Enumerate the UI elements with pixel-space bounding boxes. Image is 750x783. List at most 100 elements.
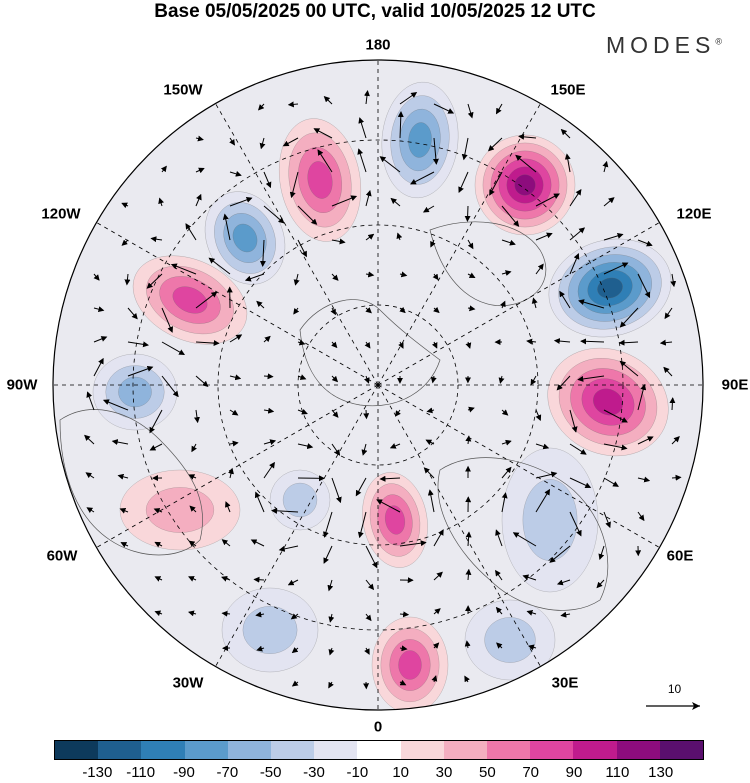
wind-arrow [328, 647, 335, 656]
wind-arrow [278, 545, 299, 552]
wind-arrow [93, 357, 104, 377]
anomaly-region [464, 599, 556, 681]
wind-arrow [522, 574, 537, 581]
wind-arrow [556, 375, 571, 391]
wind-arrow [331, 409, 339, 418]
wind-arrow [263, 373, 274, 380]
map-disc [53, 60, 703, 710]
colorbar-tick-label: 10 [392, 764, 409, 781]
wind-arrow [379, 475, 401, 482]
wind-arrow [357, 148, 367, 173]
wind-arrow [161, 341, 186, 356]
wind-arrow [464, 675, 470, 683]
wind-arrow [193, 409, 200, 424]
colorbar-tick-label: 50 [478, 764, 496, 781]
wind-arrow [433, 103, 455, 114]
wind-arrow [618, 339, 639, 346]
wind-arrow [603, 443, 628, 451]
wind-arrow [160, 165, 167, 173]
wind-arrow [501, 409, 509, 416]
anomaly-region [132, 255, 248, 345]
reference-vector: 10 [642, 682, 707, 722]
wind-arrow [361, 443, 368, 456]
colorbar-swatch [271, 741, 315, 759]
wind-arrow [188, 474, 197, 480]
colorbar-swatch [184, 741, 228, 759]
wind-arrow [222, 213, 231, 241]
colorbar-tick-label: -130 [82, 764, 113, 781]
wind-arrow [518, 133, 537, 140]
longitude-label: 180 [365, 36, 391, 54]
wind-arrow [399, 611, 410, 618]
wind-arrow [365, 233, 375, 241]
colorbar-swatch [443, 741, 488, 759]
wind-arrow [467, 406, 475, 413]
wind-arrow [127, 307, 138, 320]
wind-arrow [282, 137, 299, 147]
wind-arrow [619, 307, 639, 328]
wind-arrow [559, 290, 571, 309]
colorbar-tick-label: -110 [126, 764, 156, 781]
wind-arrow [495, 569, 503, 581]
wind-arrow [549, 545, 571, 563]
colorbar-swatch [573, 741, 617, 759]
wind-arrow [465, 531, 472, 547]
wind-arrow [290, 613, 299, 620]
wind-arrow [208, 257, 231, 275]
wind-arrow [619, 360, 639, 377]
wind-arrow [389, 443, 401, 449]
wind-arrow [580, 338, 605, 345]
wind-arrow [535, 263, 544, 275]
colorbar-swatch [227, 741, 272, 759]
wind-arrow [495, 529, 503, 547]
wind-arrow [287, 101, 299, 108]
wind-arrow [637, 476, 651, 483]
longitude-label: 0 [373, 718, 383, 736]
wind-arrow [189, 505, 197, 513]
wind-arrow [365, 579, 375, 591]
wind-arrow [229, 334, 243, 343]
wind-arrow [487, 137, 503, 152]
wind-arrow [637, 436, 654, 445]
wind-arrow [257, 103, 265, 111]
anomaly-region [371, 616, 449, 710]
wind-arrow [670, 273, 677, 288]
wind-arrow [603, 197, 615, 207]
wind-arrow [150, 236, 163, 243]
wind-arrow [225, 501, 231, 513]
wind-arrow [669, 397, 676, 411]
wind-arrow [399, 540, 427, 547]
reference-arrow [646, 702, 700, 710]
wind-arrow [671, 436, 680, 445]
wind-arrow [465, 341, 472, 349]
longitude-label: 150W [163, 81, 203, 99]
graticule [53, 60, 703, 710]
wind-arrow [93, 336, 108, 343]
wind-arrow [297, 443, 314, 450]
wind-arrow [188, 610, 197, 617]
wind-arrow [195, 193, 202, 207]
colorbar-tick-label: 90 [565, 764, 583, 781]
wind-arrow [535, 471, 558, 479]
wind-arrow [433, 608, 441, 615]
wind-arrow [535, 193, 560, 207]
wind-arrow [535, 443, 550, 450]
wind-arrow [297, 339, 306, 346]
wind-arrow [564, 153, 571, 173]
wind-arrow [365, 613, 372, 622]
wind-arrow [259, 137, 266, 150]
wind-arrow [423, 467, 435, 479]
wind-arrow [297, 239, 307, 258]
longitude-label: 60W [46, 547, 78, 565]
wind-arrow [250, 539, 265, 547]
wind-arrow [467, 239, 474, 250]
wind-arrow [430, 239, 436, 248]
wind-arrow [431, 341, 438, 349]
wind-arrow [637, 239, 653, 247]
colorbar-tick-label: -10 [346, 764, 369, 781]
brand-name: MODES [606, 32, 716, 58]
wind-arrow [170, 263, 197, 275]
wind-arrow [603, 262, 629, 275]
wind-arrow [433, 529, 444, 547]
wind-arrow [263, 335, 271, 343]
